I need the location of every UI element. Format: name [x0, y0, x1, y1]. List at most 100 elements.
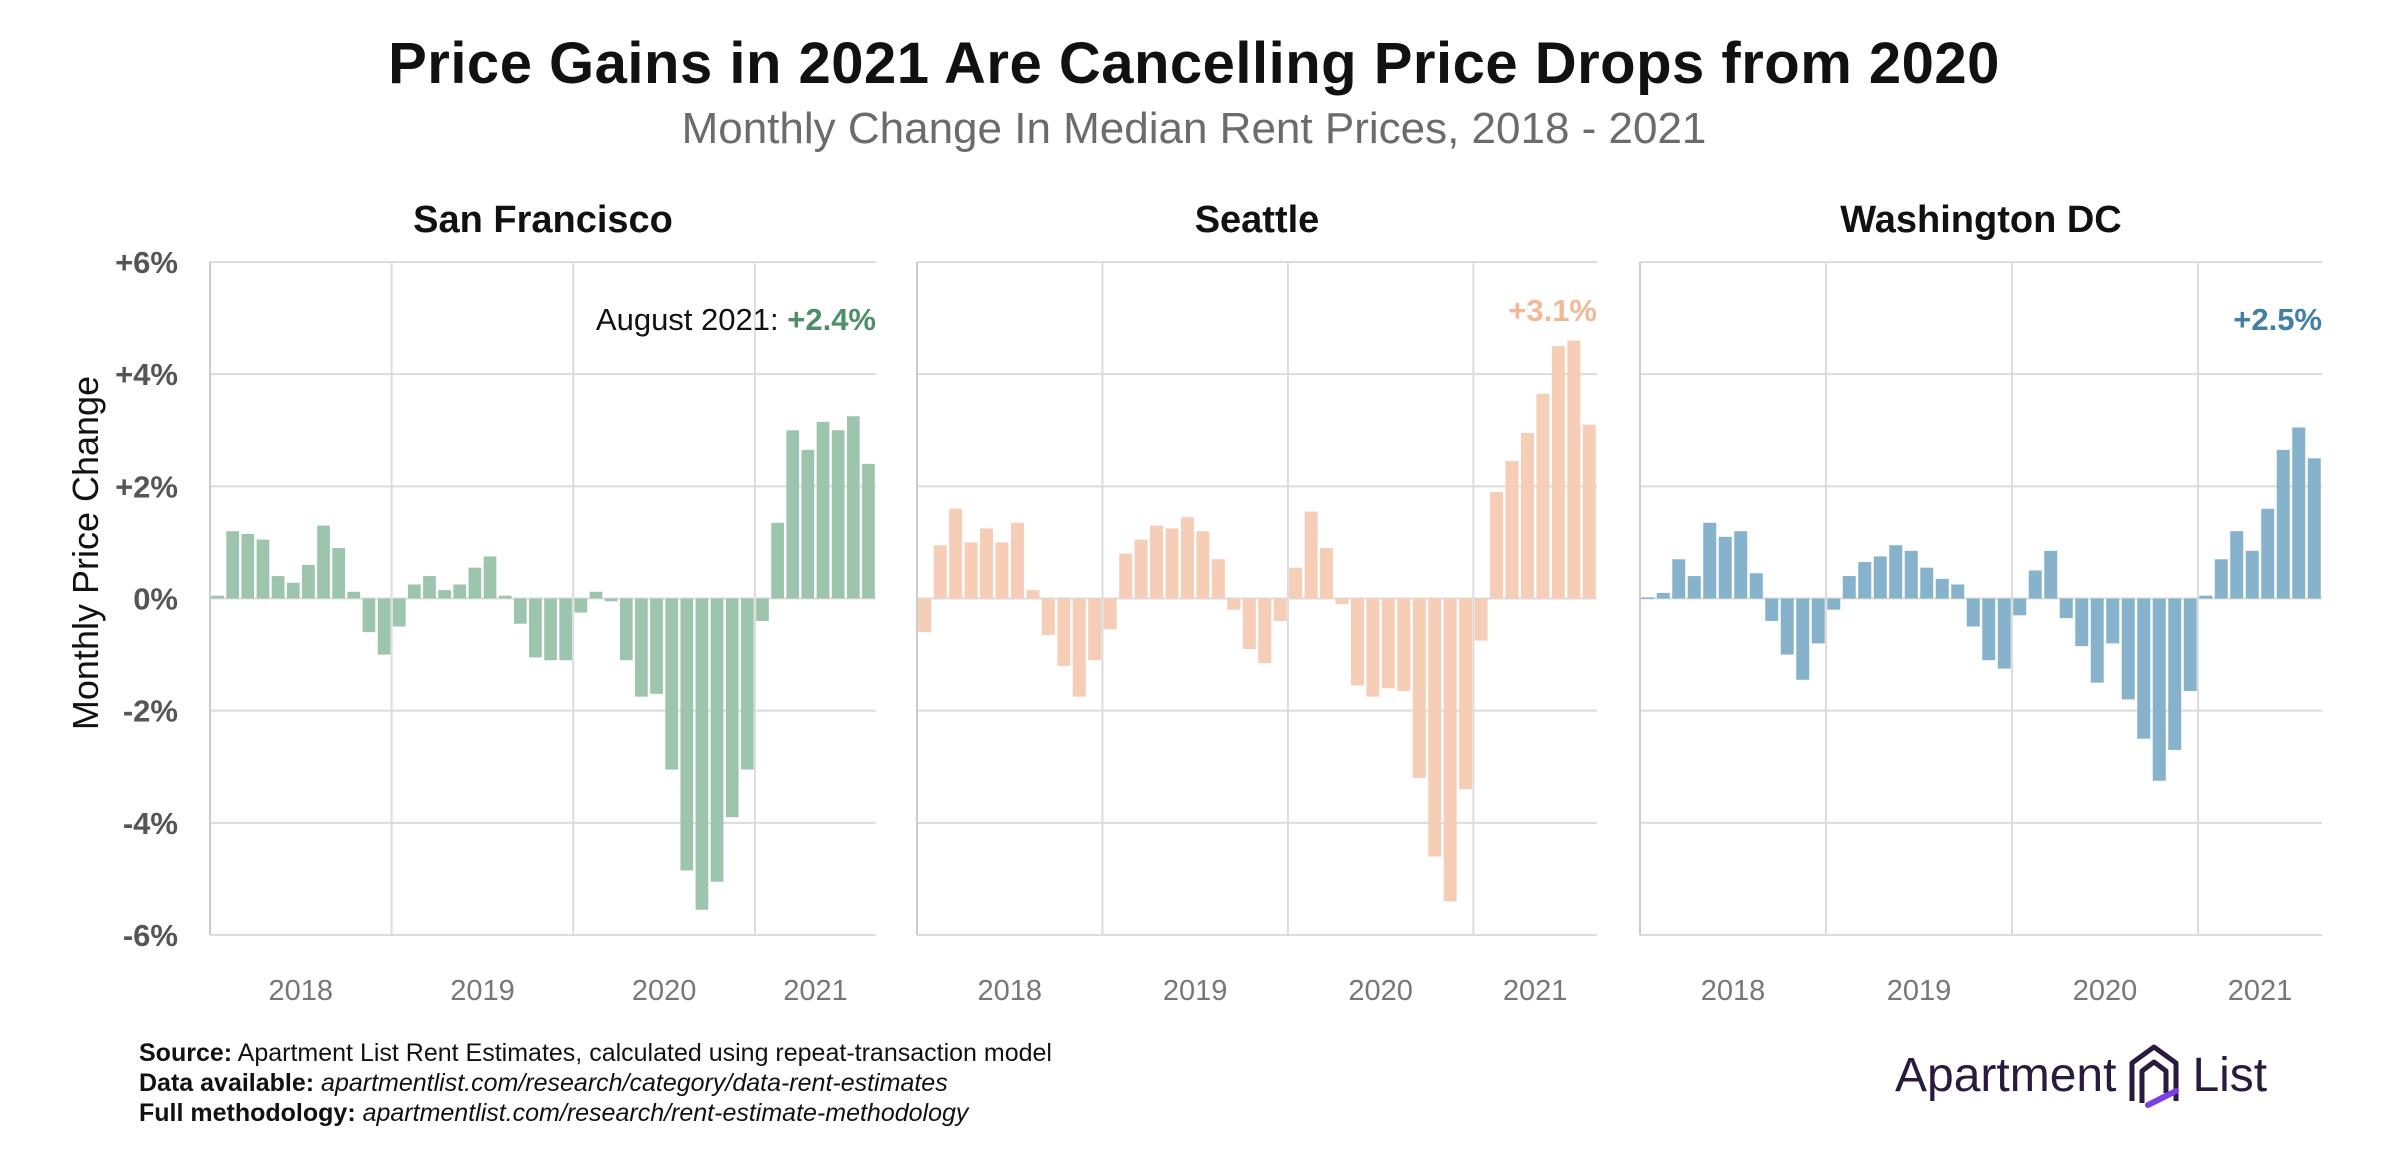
bar — [271, 576, 285, 599]
bar — [2183, 598, 2197, 692]
y-tick-label: +4% — [115, 357, 178, 392]
bar — [1889, 545, 1903, 599]
x-tick-label: 2018 — [1701, 975, 1766, 1007]
bar — [1304, 511, 1318, 599]
bar — [650, 598, 663, 694]
bar — [1412, 598, 1426, 778]
bar — [1180, 517, 1194, 599]
bar — [1536, 393, 1550, 599]
annotation-date: August 2021: — [596, 302, 787, 337]
bar — [1103, 598, 1117, 630]
bar — [1966, 598, 1980, 627]
bar — [241, 534, 255, 599]
bar — [2245, 550, 2259, 599]
building-icon — [2129, 1044, 2180, 1108]
bar — [1567, 340, 1581, 599]
bar — [619, 598, 633, 661]
y-tick-label: -2% — [123, 694, 178, 729]
bar — [1119, 553, 1133, 599]
panel-seattle: Seattle 2018 2019 2020 2021 +3.1% — [916, 199, 1597, 1007]
methodology-link[interactable]: apartmentlist.com/research/rent-estimate… — [362, 1099, 969, 1127]
chart-title: Price Gains in 2021 Are Cancelling Price… — [388, 31, 2000, 96]
bar — [1920, 567, 1934, 599]
bar — [1656, 592, 1670, 599]
bar — [995, 542, 1009, 599]
bar — [2106, 598, 2120, 644]
bar — [1780, 598, 1794, 655]
bar — [918, 598, 932, 633]
bar — [801, 449, 815, 599]
bar — [1505, 461, 1519, 599]
bar — [862, 463, 875, 599]
bar — [498, 595, 512, 599]
bar — [2307, 458, 2321, 599]
bar — [1196, 531, 1210, 599]
bar — [1381, 598, 1395, 689]
panel-annotation: August 2021: +2.4% — [596, 302, 876, 337]
bar — [1641, 597, 1655, 599]
source-line: Source: Apartment List Rent Estimates, c… — [139, 1038, 1052, 1068]
bar — [1227, 598, 1241, 610]
x-tick-label: 2019 — [1163, 975, 1228, 1007]
logo-text-left: Apartment — [1895, 1048, 2117, 1102]
bar — [1520, 433, 1534, 599]
bar — [1366, 598, 1380, 697]
bar — [1904, 550, 1918, 599]
bar — [2013, 598, 2027, 616]
logo-text-right: List — [2192, 1048, 2268, 1102]
bar — [483, 556, 497, 599]
bar — [2214, 559, 2228, 599]
panel-annotation: +2.5% — [2233, 302, 2322, 337]
bar — [1134, 539, 1148, 599]
bar — [933, 545, 947, 599]
source-label: Source: — [139, 1039, 233, 1067]
bar — [2075, 598, 2089, 647]
bar — [544, 598, 557, 661]
bar — [1687, 576, 1701, 599]
bar — [468, 567, 482, 599]
bar — [589, 591, 603, 599]
bar — [695, 598, 709, 910]
bar — [1397, 598, 1411, 692]
x-tick-label: 2021 — [783, 975, 848, 1007]
data-label: Data available: — [139, 1069, 315, 1097]
bar — [1997, 598, 2011, 669]
bar — [1428, 598, 1442, 857]
data-line: Data available: apartmentlist.com/resear… — [139, 1068, 1052, 1098]
bar — [831, 430, 845, 599]
bar — [407, 584, 421, 599]
x-tick-label: 2019 — [1887, 975, 1952, 1007]
bar — [1842, 576, 1856, 599]
bar — [256, 539, 270, 599]
chart-area: +6% +4% +2% 0% -2% -4% -6% San Francisco 2018 201… — [115, 199, 2322, 1007]
y-tick-label: +2% — [115, 469, 178, 504]
bar — [2090, 598, 2104, 683]
y-tick-label: -4% — [123, 806, 178, 841]
bar — [377, 598, 391, 655]
bar — [438, 590, 451, 599]
bar — [949, 508, 963, 599]
bar — [286, 582, 300, 599]
bar — [980, 528, 994, 599]
x-tick-label: 2021 — [2228, 975, 2293, 1007]
bar — [1873, 556, 1887, 599]
y-tick-label: -6% — [123, 918, 178, 953]
annotation-value: +2.4% — [787, 302, 876, 337]
bar — [1041, 598, 1055, 635]
bar — [725, 598, 739, 818]
bar — [2044, 550, 2058, 599]
bar — [2168, 598, 2182, 750]
bar — [2199, 595, 2213, 599]
bar — [1703, 522, 1717, 599]
bar — [1026, 590, 1040, 599]
data-link[interactable]: apartmentlist.com/research/category/data… — [321, 1069, 948, 1097]
x-tick-label: 2019 — [450, 975, 515, 1007]
bar — [559, 598, 573, 661]
methodology-label: Full methodology: — [139, 1099, 356, 1127]
bar — [1796, 598, 1810, 680]
bar — [740, 598, 754, 770]
x-tick-label: 2018 — [269, 975, 334, 1007]
panel-title: San Francisco — [413, 199, 673, 241]
bar — [1718, 536, 1732, 599]
bar — [1827, 598, 1841, 610]
